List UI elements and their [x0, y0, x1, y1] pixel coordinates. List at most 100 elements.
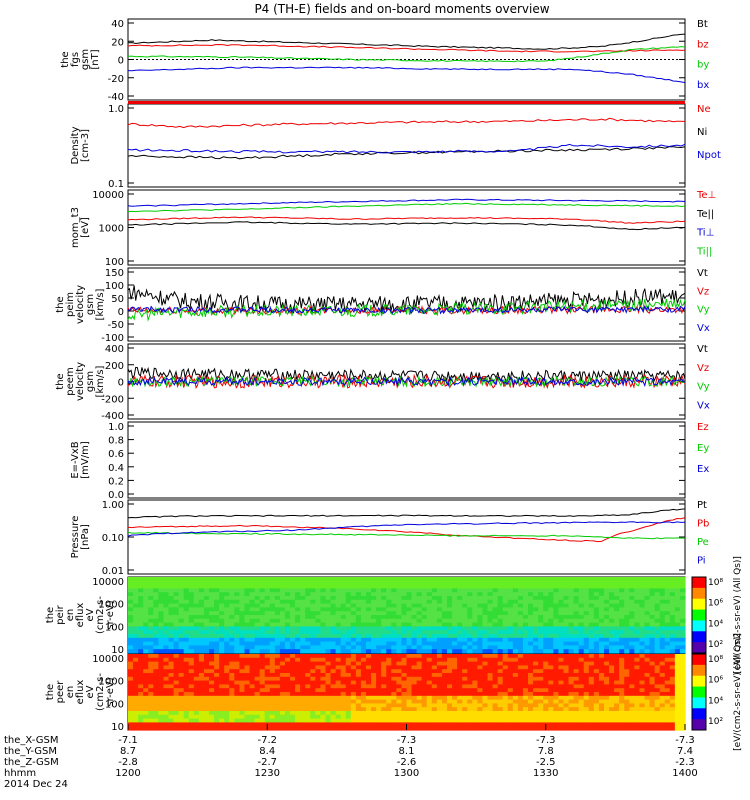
heatmap-cell	[320, 665, 327, 670]
heatmap-cell	[259, 688, 266, 693]
heatmap-cell	[381, 676, 387, 682]
heatmap-cell	[279, 645, 286, 650]
heatmap-cell	[183, 577, 190, 582]
heatmap-cell	[371, 680, 377, 685]
heatmap-cell	[583, 665, 590, 670]
heatmap-cell	[563, 607, 570, 612]
heatmap-cell	[133, 584, 139, 589]
heatmap-cell	[558, 592, 565, 597]
heatmap-cell	[436, 618, 443, 624]
heatmap-cell	[350, 611, 357, 616]
heatmap-cell	[593, 622, 600, 627]
heatmap-cell	[143, 649, 149, 654]
heatmap-cell	[188, 611, 195, 616]
heatmap-cell	[305, 654, 311, 659]
heatmap-cell	[229, 695, 235, 701]
heatmap-cell	[203, 654, 210, 659]
heatmap-cell	[178, 726, 185, 731]
heatmap-cell	[644, 714, 651, 720]
heatmap-cell	[153, 688, 159, 693]
heatmap-cell	[447, 673, 453, 678]
heatmap-cell	[593, 692, 600, 697]
heatmap-cell	[264, 584, 271, 589]
heatmap-cell	[482, 641, 489, 646]
heatmap-cell	[330, 588, 337, 593]
heatmap-cell	[431, 592, 438, 597]
heatmap-cell	[538, 641, 544, 646]
heatmap-cell	[502, 684, 509, 689]
heatmap-cell	[193, 630, 200, 635]
heatmap-cell	[573, 707, 580, 712]
heatmap-cell	[644, 665, 651, 670]
heatmap-cell	[203, 688, 210, 693]
heatmap-cell	[522, 577, 529, 582]
heatmap-cell	[244, 718, 251, 723]
heatmap-cell	[522, 626, 529, 631]
heatmap-cell	[325, 676, 332, 682]
heatmap-cell	[679, 645, 686, 650]
heatmap-cell	[290, 657, 296, 663]
heatmap-cell	[239, 711, 246, 716]
heatmap-cell	[244, 599, 251, 605]
heatmap-cell	[214, 645, 220, 650]
heatmap-cell	[234, 622, 240, 627]
heatmap-cell	[441, 714, 448, 720]
y-tick-label: 0	[118, 307, 124, 318]
heatmap-cell	[654, 692, 661, 697]
heatmap-cell	[573, 673, 580, 678]
heatmap-cell	[259, 695, 266, 701]
heatmap-cell	[664, 669, 671, 674]
heatmap-cell	[224, 630, 230, 635]
heatmap-cell	[148, 599, 154, 605]
heatmap-cell	[609, 665, 615, 670]
heatmap-cell	[340, 637, 347, 643]
heatmap-cell	[553, 657, 560, 663]
heatmap-cell	[659, 645, 666, 650]
heatmap-cell	[528, 603, 534, 608]
heatmap-cell	[300, 626, 306, 631]
heatmap-cell	[219, 618, 225, 624]
heatmap-cell	[629, 703, 635, 708]
heatmap-cell	[163, 596, 170, 601]
heatmap-cell	[279, 688, 286, 693]
heatmap-cell	[219, 665, 225, 670]
heatmap-cell	[310, 676, 316, 682]
heatmap-cell	[173, 588, 180, 593]
heatmap-cell	[573, 622, 580, 627]
heatmap-cell	[664, 577, 671, 582]
heatmap-cell	[295, 718, 301, 723]
colorbar-tick-label: 10⁶	[708, 676, 723, 686]
heatmap-cell	[644, 703, 651, 708]
heatmap-cell	[264, 661, 271, 666]
heatmap-cell	[158, 580, 165, 586]
heatmap-cell	[477, 649, 484, 654]
heatmap-cell	[158, 622, 165, 627]
heatmap-cell	[654, 622, 661, 627]
heatmap-cell	[234, 684, 240, 689]
heatmap-cell	[634, 584, 641, 589]
heatmap-cell	[659, 611, 666, 616]
heatmap-cell	[583, 618, 590, 624]
heatmap-cell	[244, 654, 251, 659]
heatmap-cell	[148, 711, 154, 716]
heatmap-cell	[619, 645, 625, 650]
heatmap-cell	[310, 714, 316, 720]
heatmap-cell	[371, 711, 377, 716]
heatmap-cell	[609, 641, 615, 646]
heatmap-cell	[269, 588, 276, 593]
heatmap-cell	[148, 699, 154, 704]
heatmap-cell	[386, 654, 392, 659]
heatmap-cell	[436, 703, 443, 708]
heatmap-cell	[416, 645, 423, 650]
heatmap-cell	[193, 592, 200, 597]
heatmap-cell	[477, 596, 484, 601]
heatmap-cell	[330, 676, 337, 682]
heatmap-cell	[203, 673, 210, 678]
heatmap-cell	[315, 688, 322, 693]
heatmap-cell	[193, 665, 200, 670]
heatmap-cell	[619, 684, 625, 689]
heatmap-cell	[350, 692, 357, 697]
heatmap-cell	[396, 654, 403, 659]
heatmap-cell	[619, 580, 625, 586]
legend-entry: Vz	[697, 286, 709, 297]
